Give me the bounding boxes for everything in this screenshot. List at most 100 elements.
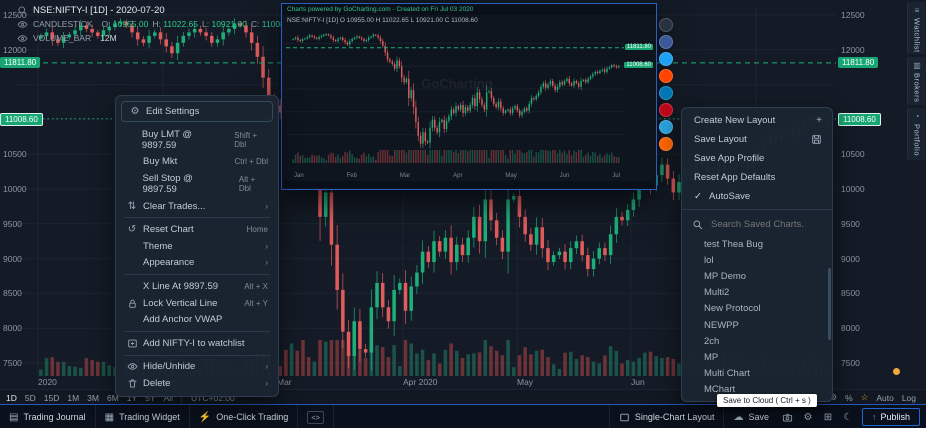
price-tick: 9000 <box>3 253 22 264</box>
share-facebook-icon[interactable] <box>659 35 673 49</box>
shortcut-hint: Ctrl + Dbl <box>234 157 268 167</box>
favorite-star-icon[interactable]: ☆ <box>860 392 869 402</box>
gocharting-watermark: GoCharting <box>421 76 493 91</box>
tab-brokers[interactable]: ▥ Brokers <box>907 57 926 105</box>
scrollbar-thumb[interactable] <box>828 268 831 340</box>
saved-chart-mp[interactable]: MP <box>704 351 719 363</box>
menu-item-label: Add Anchor VWAP <box>143 314 223 326</box>
context-menu-item-hide-unhide[interactable]: Hide/Unhide › <box>119 359 275 376</box>
context-menu-item-sell-stop-9897-59[interactable]: Sell Stop @ 9897.59 Alt + Dbl <box>119 170 275 198</box>
code-icon: <> <box>307 410 325 424</box>
range-button-1y[interactable]: 1Y <box>126 392 138 403</box>
alert-dot[interactable] <box>893 368 900 375</box>
context-menu-item-reset-chart[interactable]: ↺ Reset Chart Home <box>119 221 275 238</box>
preview-mini-chart <box>286 33 624 163</box>
menu-divider <box>124 354 270 356</box>
range-button-6m[interactable]: 6M <box>106 392 119 403</box>
share-linkedin-icon[interactable] <box>659 86 673 100</box>
screenshot-camera-icon[interactable] <box>778 405 798 428</box>
current-price-badge[interactable]: 11008.60 <box>0 112 43 126</box>
theme-moon-icon[interactable]: ☾ <box>843 411 853 423</box>
saved-chart-new-protocol[interactable]: New Protocol <box>704 303 761 315</box>
price-line-badge[interactable]: 11811.80 <box>0 56 41 68</box>
layout-menu-item-create-new-layout[interactable]: Create New Layout + <box>682 111 832 130</box>
price-axis-right[interactable]: 12500 12000 10500 10000 9500 9000 8500 8000 7500… <box>838 0 898 390</box>
single-chart-layout-button[interactable]: Single-Chart Layout <box>608 405 724 428</box>
context-menu-item-x-line-at-9897-59[interactable]: X Line At 9897.59 Alt + X <box>119 278 275 295</box>
share-twitter-icon[interactable] <box>659 52 673 66</box>
context-menu-item-buy-mkt[interactable]: Buy Mkt Ctrl + Dbl <box>119 154 275 171</box>
publish-button[interactable]: ↑ Publish <box>861 408 920 426</box>
price-axis-left[interactable]: 12500 12000 10500 10000 9500 9000 8500 8000 7500… <box>0 0 43 390</box>
share-reddit-icon[interactable] <box>659 69 673 83</box>
watch-icon <box>126 338 138 349</box>
trading-journal-button[interactable]: ▤ Trading Journal <box>0 405 96 428</box>
preview-month-label: Jun <box>559 173 570 179</box>
legend-symbol-row[interactable]: NSE:NIFTY-I [1D] - 2020-07-20 <box>16 3 292 17</box>
context-menu-item-clear-trades[interactable]: ⇅ Clear Trades... › <box>119 198 275 215</box>
range-button-15d[interactable]: 15D <box>43 392 60 403</box>
price-line-badge[interactable]: 11811.80 <box>838 56 879 68</box>
context-menu-item-add-nifty-i-to-watchlist[interactable]: Add NIFTY-I to watchlist <box>119 335 275 352</box>
saved-chart-mchart[interactable]: MChart <box>704 384 736 396</box>
context-menu-item-edit-settings[interactable]: ⚙ Edit Settings <box>121 101 273 122</box>
layout-menu-item-save-app-profile[interactable]: Save App Profile <box>682 149 832 168</box>
context-menu-item-delete[interactable]: Delete › <box>119 375 275 392</box>
code-snippet-button[interactable]: <> <box>298 405 335 428</box>
range-button-5d[interactable]: 5D <box>24 392 36 403</box>
saved-chart-multi-chart[interactable]: Multi Chart <box>704 368 750 380</box>
ohlc-value: 10955.00 <box>110 18 149 29</box>
legend-candlestick-row[interactable]: CANDLESTICK O: 10955.00 H: 11022.65 L: 109… <box>16 17 292 31</box>
check-icon: ✓ <box>694 191 702 202</box>
search-input[interactable] <box>709 218 832 231</box>
saved-chart-test-thea-bug[interactable]: test Thea Bug <box>704 238 763 250</box>
upload-icon: ↑ <box>871 412 877 422</box>
context-menu-item-buy-lmt-9897-59[interactable]: Buy LMT @ 9897.59 Shift + Dbl <box>119 126 275 154</box>
trading-widget-button[interactable]: ▦ Trading Widget <box>96 405 190 428</box>
saved-chart-preview[interactable]: Charts powered by GoCharting.com - Creat… <box>281 3 657 190</box>
price-tick: 8000 <box>841 323 860 334</box>
share-pinterest-icon[interactable] <box>659 103 673 117</box>
context-menu-item-add-anchor-vwap[interactable]: Add Anchor VWAP <box>119 311 275 328</box>
timezone-selector[interactable]: UTC+02:00 <box>181 392 235 403</box>
context-menu-item-lock-vertical-line[interactable]: Lock Vertical Line Alt + Y <box>119 295 275 312</box>
range-button-3m[interactable]: 3M <box>87 392 99 403</box>
current-price-badge[interactable]: 11008.60 <box>838 112 881 126</box>
context-menu-item-appearance[interactable]: Appearance › <box>119 255 275 272</box>
tab-watchlist[interactable]: ≡ Watchlist <box>907 2 926 54</box>
layout-grid-icon[interactable]: ⊞ <box>823 411 833 423</box>
auto-scale-toggle[interactable]: Auto <box>876 392 894 403</box>
price-tick: 10500 <box>841 149 865 160</box>
preview-month-label: Jul <box>612 173 620 179</box>
context-menu-item-theme[interactable]: Theme › <box>119 238 275 255</box>
saved-chart-lol[interactable]: lol <box>704 254 714 266</box>
saved-chart-mp-demo[interactable]: MP Demo <box>704 270 747 282</box>
saved-chart-2ch[interactable]: 2ch <box>704 335 720 347</box>
saved-charts-search[interactable] <box>682 213 832 236</box>
menu-divider <box>682 209 832 210</box>
share-close-icon[interactable] <box>659 18 673 32</box>
price-tick: 8000 <box>3 323 22 334</box>
percent-scale-icon[interactable]: % <box>845 392 853 403</box>
saved-chart-newpp[interactable]: NEWPP <box>704 319 739 331</box>
layout-menu-item-save-layout[interactable]: Save Layout <box>682 130 832 149</box>
one-click-trading-button[interactable]: ⚡ One-Click Trading <box>190 405 299 428</box>
save-button[interactable]: ☁ Save <box>723 405 778 428</box>
settings-gear-icon[interactable]: ⚙ <box>803 411 813 423</box>
share-icons-column <box>659 18 673 151</box>
axis-settings-gear-icon[interactable]: ⚙ <box>829 392 838 402</box>
share-hackernews-icon[interactable] <box>659 137 673 151</box>
range-button-all[interactable]: All <box>163 392 174 403</box>
legend-volume-row[interactable]: VOLUME_BAR 12M <box>16 31 292 45</box>
menu-item-label: Reset Chart <box>143 224 194 236</box>
range-button-1m[interactable]: 1M <box>67 392 80 403</box>
layout-menu-item-reset-app-defaults[interactable]: Reset App Defaults <box>682 168 832 187</box>
layout-menu-item-autosave[interactable]: ✓ AutoSave <box>682 187 832 206</box>
range-button-5y[interactable]: 5Y <box>145 392 156 403</box>
range-button-1d[interactable]: 1D <box>6 392 17 403</box>
menu-item-label: Appearance <box>143 257 195 269</box>
share-telegram-icon[interactable] <box>659 120 673 134</box>
tab-portfolio[interactable]: ◔ Portfolio <box>907 108 926 160</box>
log-scale-toggle[interactable]: Log <box>901 392 916 403</box>
saved-chart-multi2[interactable]: Multi2 <box>704 287 730 299</box>
